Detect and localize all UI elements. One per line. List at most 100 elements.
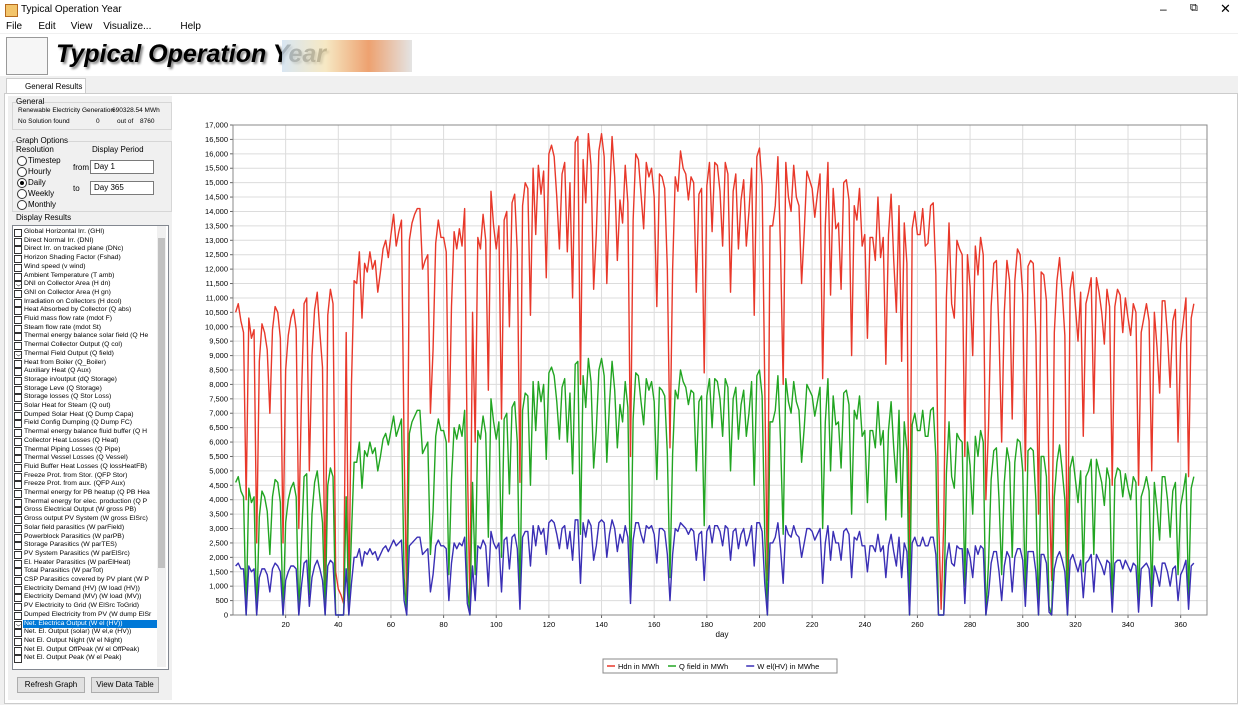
radio-button[interactable] bbox=[17, 178, 27, 188]
checkbox[interactable] bbox=[14, 289, 22, 298]
list-item[interactable]: Direct Irr. on tracked plane (DNc) bbox=[24, 245, 124, 253]
list-item[interactable]: Total Parasitics (W parTot) bbox=[24, 567, 104, 575]
checkbox[interactable] bbox=[14, 533, 22, 542]
list-item[interactable]: Irradiation on Collectors (H dcol) bbox=[24, 297, 122, 305]
list-item[interactable]: Storage Leve (Q Storage) bbox=[24, 384, 102, 392]
radio-button[interactable] bbox=[17, 156, 27, 166]
checkbox[interactable] bbox=[14, 307, 22, 316]
checkbox[interactable] bbox=[14, 603, 22, 612]
list-item[interactable]: Horizon Shading Factor (Fshad) bbox=[24, 254, 121, 262]
checkbox[interactable] bbox=[14, 437, 22, 446]
list-item[interactable]: Dumped Solar Heat (Q Dump Capa) bbox=[24, 410, 134, 418]
list-item[interactable]: Freeze Prot. from Stor. (QFP Stor) bbox=[24, 471, 128, 479]
button[interactable]: View Data Table bbox=[91, 677, 159, 693]
checkbox[interactable] bbox=[14, 507, 22, 516]
list-item[interactable]: Storage in/output (dQ Storage) bbox=[24, 375, 117, 383]
list-item[interactable]: El. Heater Parasitics (W parElHeat) bbox=[24, 558, 131, 566]
list-item[interactable]: Ambient Temperature (T amb) bbox=[24, 271, 115, 279]
list-item[interactable]: PV Electricity to Grid (W ElSrc ToGrid) bbox=[24, 602, 140, 610]
checkbox[interactable] bbox=[14, 577, 22, 585]
list-item[interactable]: Direct Normal Irr. (DNI) bbox=[24, 236, 94, 244]
to-input[interactable]: Day 365 bbox=[90, 181, 154, 195]
list-item[interactable]: Solar Heat for Steam (Q out) bbox=[24, 402, 111, 409]
list-item[interactable]: Solar field parasitics (W parField) bbox=[24, 523, 125, 531]
checkbox[interactable] bbox=[14, 411, 22, 420]
list-item[interactable]: CSP Parasitics covered by PV plant (W P bbox=[24, 576, 149, 583]
checkbox[interactable] bbox=[14, 376, 22, 385]
list-item[interactable]: Dumped Electricity from PV (W dump ElSr bbox=[24, 610, 152, 618]
list-item[interactable]: Field Config Dumping (Q Dump FC) bbox=[24, 419, 133, 427]
list-item[interactable]: GNI on Collector Area (H gn) bbox=[24, 288, 111, 296]
list-item[interactable]: Thermal energy for elec. production (Q P bbox=[24, 497, 148, 505]
radio-button[interactable] bbox=[17, 167, 27, 177]
menu-item[interactable]: Edit bbox=[38, 21, 56, 32]
checkbox[interactable] bbox=[14, 446, 22, 455]
tab-general-results[interactable]: General Results bbox=[6, 78, 86, 93]
checkbox[interactable] bbox=[14, 498, 22, 507]
list-item[interactable]: DNI on Collector Area (H dn) bbox=[24, 280, 111, 288]
checkbox[interactable] bbox=[14, 333, 22, 342]
list-item[interactable]: Gross output PV System (W gross ElSrc) bbox=[24, 515, 148, 523]
checkbox[interactable] bbox=[14, 272, 22, 281]
checkbox[interactable] bbox=[14, 255, 22, 264]
list-item[interactable]: Auxiliary Heat (Q Aux) bbox=[24, 367, 91, 375]
checkbox[interactable] bbox=[14, 359, 22, 368]
list-item[interactable]: Steam flow rate (mdot St) bbox=[24, 323, 102, 331]
list-item[interactable]: Electricity Demand (MV) (W load (MV)) bbox=[24, 593, 142, 601]
checkbox[interactable] bbox=[14, 559, 22, 568]
list-item[interactable]: Fluid mass flow rate (mdot F) bbox=[24, 315, 113, 322]
checkbox[interactable] bbox=[14, 585, 22, 594]
checkbox[interactable] bbox=[14, 429, 22, 438]
list-item[interactable]: Thermal energy balance fluid buffer (Q H bbox=[24, 428, 148, 436]
scroll-thumb[interactable] bbox=[158, 238, 165, 568]
list-item[interactable]: Thermal Vessel Losses (Q Vessel) bbox=[24, 454, 128, 462]
list-item[interactable]: Heat Absorbed by Collector (Q abs) bbox=[24, 306, 132, 314]
list-item[interactable]: Thermal Field Output (Q field) bbox=[24, 349, 114, 357]
menu-item[interactable]: View bbox=[70, 21, 93, 32]
checkbox[interactable] bbox=[14, 342, 22, 351]
checkbox[interactable] bbox=[14, 524, 22, 533]
checkbox[interactable] bbox=[14, 420, 22, 429]
checkbox[interactable] bbox=[14, 350, 22, 359]
checkbox[interactable] bbox=[14, 490, 22, 498]
button[interactable]: Refresh Graph bbox=[17, 677, 85, 693]
checkbox[interactable] bbox=[14, 620, 22, 629]
checkbox[interactable] bbox=[14, 237, 22, 246]
checkbox[interactable] bbox=[14, 611, 22, 620]
list-item[interactable]: Net El. Output Night (W el Night) bbox=[24, 636, 123, 644]
checkbox[interactable] bbox=[14, 368, 22, 377]
list-item[interactable]: Heat from Boiler (Q_Boiler) bbox=[24, 358, 106, 366]
menu-item[interactable]: Help bbox=[180, 21, 201, 32]
list-item[interactable]: Net. El. Output (solar) (W el,e (HV)) bbox=[24, 628, 132, 636]
close-button[interactable]: ✕ bbox=[1220, 1, 1231, 16]
list-item[interactable]: Freeze Prot. from aux. (QFP Aux) bbox=[24, 480, 126, 488]
minimize-button[interactable]: – bbox=[1160, 2, 1167, 16]
menu-item[interactable]: Visualize... bbox=[103, 21, 152, 32]
checkbox[interactable] bbox=[14, 403, 22, 411]
list-item[interactable]: Electricity Demand (HV) (W load (HV)) bbox=[24, 584, 140, 592]
list-item[interactable]: Storage Parasitics (W parTES) bbox=[24, 541, 117, 549]
checkbox[interactable] bbox=[14, 481, 22, 490]
list-item[interactable]: Net El. Output OffPeak (W el OffPeak) bbox=[24, 645, 140, 653]
checkbox[interactable] bbox=[14, 385, 22, 394]
restore-button[interactable]: ⧉ bbox=[1190, 2, 1198, 14]
list-item[interactable]: PV System Parasitics (W parElSrc) bbox=[24, 549, 130, 557]
checkbox[interactable] bbox=[14, 568, 22, 577]
checkbox[interactable] bbox=[14, 281, 22, 290]
checkbox[interactable] bbox=[14, 637, 22, 646]
list-item[interactable]: Net El. Output Peak (W el Peak) bbox=[24, 654, 122, 662]
checkbox[interactable] bbox=[14, 550, 22, 559]
checkbox[interactable] bbox=[14, 629, 22, 638]
radio-button[interactable] bbox=[17, 200, 27, 210]
list-item[interactable]: Wind speed (v wind) bbox=[24, 262, 86, 270]
list-item[interactable]: Fluid Buffer Heat Losses (Q lossHeatFB) bbox=[24, 462, 148, 470]
checkbox[interactable] bbox=[14, 394, 22, 403]
list-item[interactable]: Thermal energy balance solar field (Q He bbox=[24, 332, 149, 340]
list-item[interactable]: Thermal Piping Losses (Q Pipe) bbox=[24, 445, 121, 453]
checkbox[interactable] bbox=[14, 229, 22, 237]
checkbox[interactable] bbox=[14, 542, 22, 551]
checkbox[interactable] bbox=[14, 655, 22, 664]
checkbox[interactable] bbox=[14, 472, 22, 481]
checkbox[interactable] bbox=[14, 324, 22, 333]
list-item[interactable]: Storage losses (Q Stor Loss) bbox=[24, 393, 112, 401]
